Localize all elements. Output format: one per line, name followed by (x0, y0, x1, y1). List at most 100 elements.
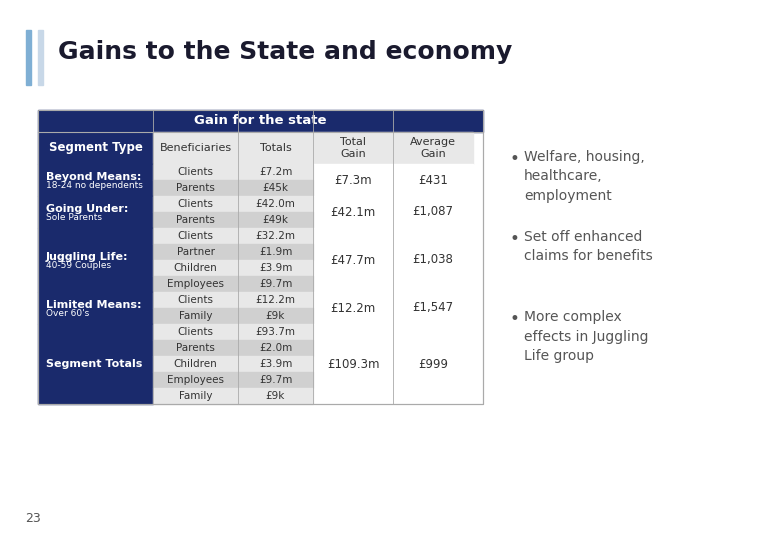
Text: Employees: Employees (167, 279, 224, 289)
Bar (238, 244, 313, 260)
Text: £7.2m: £7.2m (259, 167, 292, 177)
Text: Clients: Clients (178, 167, 214, 177)
FancyArrow shape (37, 30, 42, 85)
Bar (38, 292, 153, 324)
Text: £3.9m: £3.9m (259, 263, 292, 273)
Text: £431: £431 (418, 173, 448, 186)
Text: £9.7m: £9.7m (259, 279, 292, 289)
Text: Employees: Employees (167, 375, 224, 385)
Bar (238, 276, 313, 292)
Bar (153, 372, 238, 388)
Text: £1,038: £1,038 (413, 253, 453, 267)
Bar (238, 372, 313, 388)
Text: £93.7m: £93.7m (256, 327, 296, 337)
Bar (313, 228, 393, 292)
Text: Parents: Parents (176, 343, 215, 353)
Bar (238, 132, 313, 164)
Text: Over 60's: Over 60's (46, 308, 89, 318)
Text: £1.9m: £1.9m (259, 247, 292, 257)
Text: £1,087: £1,087 (413, 206, 453, 219)
Text: Clients: Clients (178, 295, 214, 305)
Text: Beyond Means:: Beyond Means: (46, 172, 141, 182)
Bar (153, 356, 238, 372)
Bar (38, 132, 483, 404)
Bar (393, 196, 473, 228)
Bar (313, 132, 393, 164)
Bar (238, 388, 313, 404)
Text: •: • (510, 310, 520, 328)
Text: Clients: Clients (178, 199, 214, 209)
Bar (153, 244, 238, 260)
Bar (153, 196, 238, 212)
Text: £1,547: £1,547 (413, 301, 453, 314)
Text: Sole Parents: Sole Parents (46, 213, 102, 221)
Text: £9k: £9k (266, 391, 285, 401)
Bar (238, 340, 313, 356)
Bar (313, 292, 393, 324)
Bar (393, 228, 473, 292)
Text: Total
Gain: Total Gain (340, 137, 366, 159)
Text: Totals: Totals (260, 143, 292, 153)
Text: £42.1m: £42.1m (331, 206, 376, 219)
Bar (238, 228, 313, 244)
Bar (38, 324, 153, 404)
Text: Limited Means:: Limited Means: (46, 300, 141, 310)
Bar (393, 164, 473, 196)
Text: Parents: Parents (176, 183, 215, 193)
Text: Gains to the State and economy: Gains to the State and economy (58, 40, 512, 64)
Bar (238, 164, 313, 180)
Bar (153, 324, 238, 340)
Bar (153, 180, 238, 196)
Bar (393, 132, 473, 164)
Bar (393, 292, 473, 324)
Text: £9.7m: £9.7m (259, 375, 292, 385)
Text: £9k: £9k (266, 311, 285, 321)
Text: £3.9m: £3.9m (259, 359, 292, 369)
Text: Beneficiaries: Beneficiaries (159, 143, 232, 153)
Bar (153, 260, 238, 276)
Bar (393, 324, 473, 404)
Bar (153, 212, 238, 228)
Bar (238, 292, 313, 308)
Text: •: • (510, 230, 520, 248)
FancyArrow shape (26, 30, 30, 85)
Bar (238, 260, 313, 276)
Text: £45k: £45k (263, 183, 289, 193)
Text: Welfare, housing,
healthcare,
employment: Welfare, housing, healthcare, employment (524, 150, 645, 203)
Text: £32.2m: £32.2m (256, 231, 296, 241)
Text: 18-24 no dependents: 18-24 no dependents (46, 180, 143, 190)
Bar (313, 164, 393, 196)
Bar (153, 228, 238, 244)
Bar (38, 132, 153, 164)
Text: £12.2m: £12.2m (331, 301, 376, 314)
Bar (238, 212, 313, 228)
Bar (38, 196, 153, 228)
Text: Segment Type: Segment Type (48, 141, 143, 154)
Bar (238, 196, 313, 212)
Bar (153, 340, 238, 356)
Text: £7.3m: £7.3m (334, 173, 372, 186)
Text: £47.7m: £47.7m (331, 253, 376, 267)
Text: £42.0m: £42.0m (256, 199, 296, 209)
Bar (238, 308, 313, 324)
Text: £999: £999 (418, 357, 448, 370)
Bar (153, 388, 238, 404)
Bar (313, 196, 393, 228)
Text: Going Under:: Going Under: (46, 204, 129, 214)
Text: Parents: Parents (176, 215, 215, 225)
Bar (153, 292, 238, 308)
Text: Partner: Partner (176, 247, 214, 257)
Text: Clients: Clients (178, 327, 214, 337)
Bar (38, 110, 483, 404)
Text: £12.2m: £12.2m (256, 295, 296, 305)
Text: •: • (510, 150, 520, 168)
Text: 40-59 Couples: 40-59 Couples (46, 260, 111, 269)
Bar (38, 110, 483, 132)
Text: More complex
effects in Juggling
Life group: More complex effects in Juggling Life gr… (524, 310, 648, 363)
Bar (38, 228, 153, 292)
Text: Family: Family (179, 311, 212, 321)
Text: Juggling Life:: Juggling Life: (46, 252, 129, 262)
Text: £109.3m: £109.3m (327, 357, 379, 370)
Bar (153, 276, 238, 292)
Text: Clients: Clients (178, 231, 214, 241)
